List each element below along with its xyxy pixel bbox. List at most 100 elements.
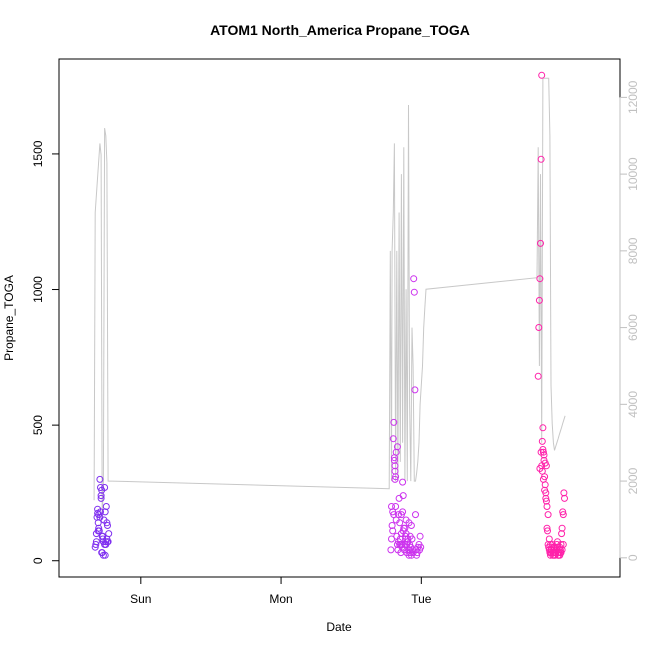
data-point [387,546,395,554]
data-point [390,511,398,519]
data-point [544,527,551,535]
data-point [535,324,543,331]
data-point [543,503,551,510]
data-point [105,530,113,538]
data-point [104,522,111,529]
data-point [417,543,425,551]
data-point [559,508,567,516]
data-point [556,546,564,554]
data-point [388,503,395,510]
y-tick-label: 1000 [31,276,45,303]
y-tick-label: 1500 [31,140,45,167]
data-point [399,478,407,486]
data-point [389,435,397,443]
data-point [402,530,410,538]
data-point [535,296,543,304]
y2-tick-label: 2000 [626,467,640,494]
data-point [559,541,567,548]
data-point [390,456,398,464]
data-point [96,513,104,521]
y-axis: 0 500 1000 1500 [31,140,60,564]
points-layer [91,71,568,559]
data-point [390,418,398,426]
data-point [536,275,544,283]
data-point [101,484,109,491]
data-point [97,492,105,500]
data-point [102,503,110,510]
y2-tick-label: 12000 [626,80,640,114]
data-point [391,475,399,483]
secondary-line-layer [93,77,566,520]
data-point [539,448,547,456]
data-point [561,494,568,502]
data-point [98,549,106,557]
chart-title: ATOM1 North_America Propane_TOGA [210,22,470,38]
data-point [399,492,407,500]
data-point [103,519,111,527]
data-point [538,467,546,475]
secondary-series-line [93,77,566,520]
y2-tick-label: 10000 [626,157,640,191]
data-point [559,511,567,519]
data-point [545,535,553,543]
y2-axis-right: 0 2000 4000 6000 8000 10000 12000 [619,80,640,561]
data-point [539,424,547,432]
data-point [410,288,418,296]
data-point [392,473,400,481]
data-point [537,155,545,163]
data-point [388,522,396,529]
data-point [537,239,544,247]
y2-tick-label: 0 [626,554,640,561]
data-point [396,541,404,548]
x-axis: Sun Mon Tue [130,576,432,606]
data-point [544,511,552,519]
data-point [405,519,413,527]
plot-frame [58,58,621,578]
data-point [542,462,550,470]
data-point [542,497,550,505]
data-point [104,538,111,546]
data-point [538,71,546,79]
data-point [97,508,104,516]
data-point [92,541,100,548]
data-point [539,475,547,483]
data-point [412,511,419,519]
data-point [388,535,395,543]
data-point [96,475,104,483]
x-axis-label: Date [326,620,352,634]
data-point [392,503,400,510]
data-point [543,524,551,532]
data-point [92,538,100,546]
x-tick-label: Tue [411,592,432,606]
data-point [413,551,421,559]
data-point [406,546,414,554]
data-point [396,519,404,527]
data-point [542,489,550,497]
data-point [95,524,103,532]
x-tick-label: Sun [130,592,151,606]
x-tick-label: Mon [269,592,292,606]
y2-tick-label: 6000 [626,314,640,341]
data-point [540,451,548,459]
y-tick-label: 500 [31,415,45,435]
data-point [389,527,397,535]
y-axis-label: Propane_TOGA [2,275,16,361]
data-point [538,437,546,445]
data-point [534,372,542,380]
y-tick-label: 0 [31,557,45,564]
data-point [97,494,105,502]
data-point [411,386,419,394]
data-point [416,532,424,540]
data-point [404,538,412,546]
data-point [393,443,401,451]
data-point [410,275,418,283]
data-point [99,532,107,540]
data-point [94,527,102,535]
y2-tick-label: 4000 [626,391,640,418]
data-point [558,530,566,538]
data-point [558,524,566,532]
y2-tick-label: 8000 [626,237,640,264]
data-point [399,508,407,516]
data-point [391,462,399,470]
